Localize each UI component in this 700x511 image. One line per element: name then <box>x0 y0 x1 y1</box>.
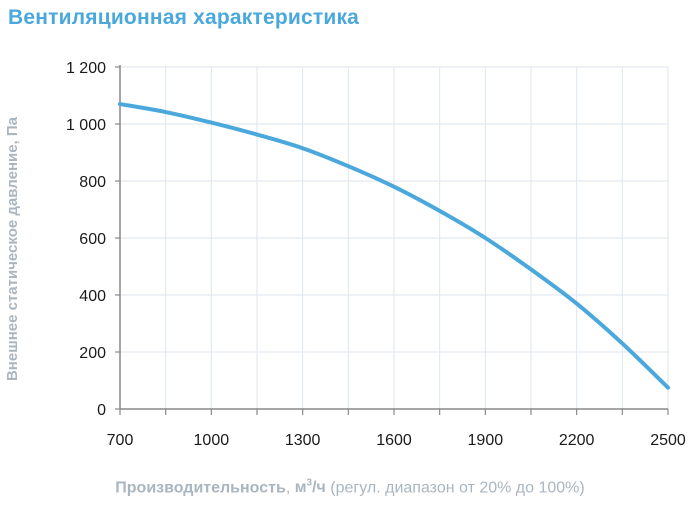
x-tick-labels: 700 1000 1300 1600 1900 2200 2500 <box>107 432 686 449</box>
fan-curve-line <box>118 102 670 390</box>
x-tick-label: 1900 <box>468 432 504 449</box>
y-tick-label: 0 <box>97 402 106 419</box>
x-axis-label: Производительность, м3/ч (регул. диапазо… <box>115 478 585 497</box>
y-tick-label: 200 <box>79 345 106 362</box>
x-tick-label: 2500 <box>650 432 686 449</box>
y-tick-labels: 0 200 400 600 800 1 000 1 200 <box>66 60 106 419</box>
y-tick-label: 400 <box>79 288 106 305</box>
y-tick-label: 1 000 <box>66 117 106 134</box>
chart-title: Вентиляционная характеристика <box>8 6 360 29</box>
y-tick-label: 600 <box>79 231 106 248</box>
x-axis-note: (регул. диапазон от 20% до 100%) <box>325 479 585 497</box>
x-tick-label: 1300 <box>285 432 321 449</box>
x-axis-label-main: Производительность <box>115 479 286 497</box>
y-tick-label: 1 200 <box>66 60 106 77</box>
x-tick-label: 700 <box>107 432 134 449</box>
grid-lines <box>120 66 669 409</box>
x-tick-label: 1000 <box>194 432 230 449</box>
y-tick-label: 800 <box>79 174 106 191</box>
axes <box>115 65 669 415</box>
x-axis-unit: м3/ч <box>294 478 326 497</box>
x-tick-label: 2200 <box>559 432 595 449</box>
y-axis-label: Внешнее статическое давление, Па <box>4 116 21 382</box>
x-tick-label: 1600 <box>376 432 412 449</box>
